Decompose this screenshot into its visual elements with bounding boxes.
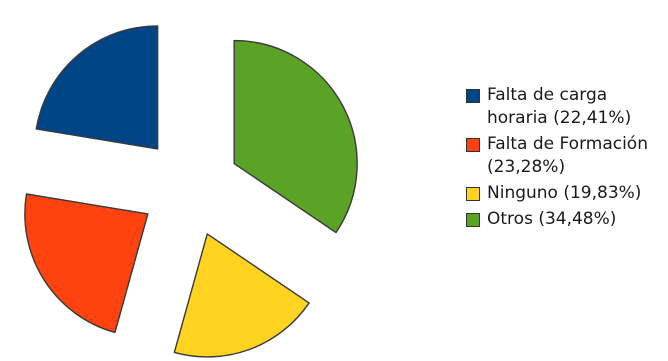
legend-swatch xyxy=(466,187,480,201)
pie-slice-falta-de-formaci-n xyxy=(24,193,149,334)
legend-swatch xyxy=(466,89,480,103)
chart-legend: Falta de carga horaria (22,41%) Falta de … xyxy=(466,84,666,234)
legend-label: Ninguno (19,83%) xyxy=(487,183,642,203)
pie-slice-ninguno xyxy=(173,233,310,358)
legend-label: Falta de Formación (23,28%) xyxy=(487,134,648,177)
legend-label: Otros (34,48%) xyxy=(487,209,617,229)
legend-item: Ninguno (19,83%) xyxy=(466,182,666,205)
legend-item: Falta de carga horaria (22,41%) xyxy=(466,84,666,130)
legend-item: Otros (34,48%) xyxy=(466,208,666,231)
legend-swatch xyxy=(466,138,480,152)
pie-slice-otros xyxy=(233,39,358,234)
legend-item: Falta de Formación (23,28%) xyxy=(466,133,666,179)
pie-slice-falta-de-carga-horaria xyxy=(35,25,159,150)
legend-label: Falta de carga horaria (22,41%) xyxy=(487,85,632,128)
legend-swatch xyxy=(466,213,480,227)
